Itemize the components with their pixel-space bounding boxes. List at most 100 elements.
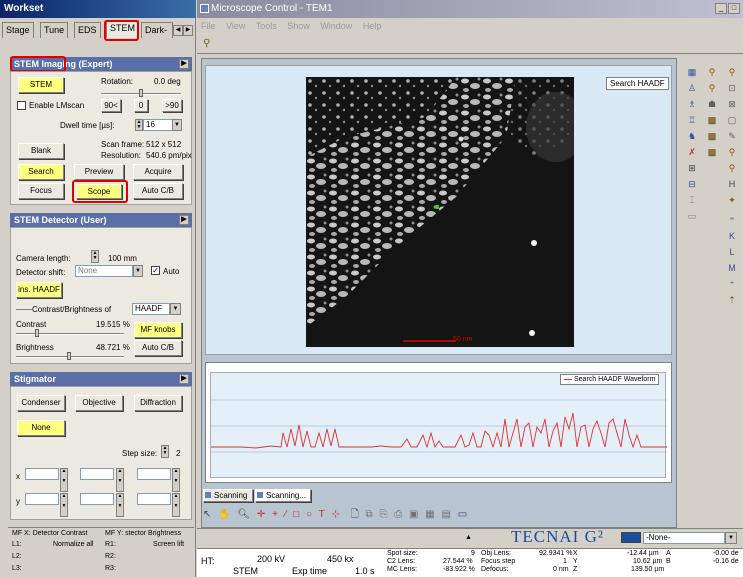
menu-window[interactable]: Window bbox=[320, 21, 353, 31]
contrast-slider[interactable] bbox=[16, 333, 124, 335]
window-icon[interactable]: ▭ bbox=[457, 509, 468, 520]
camera-length-spinner[interactable]: ▲ ▼ bbox=[91, 250, 99, 263]
stig-y-field-3[interactable] bbox=[137, 493, 171, 505]
plus-icon[interactable]: + bbox=[272, 509, 278, 520]
auto-checkbox[interactable]: ✓ bbox=[151, 266, 160, 275]
tab-eds[interactable]: EDS bbox=[74, 22, 101, 38]
tool-icon-28[interactable]: L bbox=[729, 247, 735, 257]
tab-dark-field[interactable]: Dark-Fi bbox=[141, 22, 173, 38]
hand-icon[interactable]: ✋ bbox=[218, 509, 231, 520]
none-button[interactable]: None bbox=[17, 420, 65, 436]
tool-icon-8[interactable]: ⊟ bbox=[688, 179, 696, 189]
tool-icon-15[interactable]: ▩ bbox=[707, 131, 717, 141]
auto-cb-button-detector[interactable]: Auto C/B bbox=[134, 340, 182, 356]
enable-lmscan-checkbox[interactable] bbox=[17, 101, 26, 110]
stig-x-field-2[interactable] bbox=[80, 468, 114, 480]
rotate-90-left-button[interactable]: 90< bbox=[101, 99, 121, 112]
stem-button[interactable]: STEM bbox=[18, 77, 64, 93]
stig-y-spinner-2[interactable]: ▲ ▼ bbox=[116, 493, 124, 517]
panel-menu-icon[interactable]: ▶ bbox=[179, 59, 189, 69]
new-doc-icon[interactable]: 🗋 bbox=[350, 509, 359, 520]
save-icon[interactable]: ▣ bbox=[409, 509, 419, 520]
tool-icon-11[interactable]: ⚲ bbox=[708, 67, 716, 77]
stig-x-spinner-2[interactable]: ▲ ▼ bbox=[116, 468, 124, 492]
rotate-zero-button[interactable]: 0 bbox=[134, 99, 148, 112]
tool-icon-7[interactable]: ⊞ bbox=[688, 163, 696, 173]
help-icon[interactable]: ⚲ bbox=[203, 38, 211, 49]
stig-y-field-2[interactable] bbox=[80, 493, 114, 505]
brightness-slider-thumb[interactable] bbox=[67, 352, 71, 360]
menu-file[interactable]: File bbox=[201, 21, 216, 31]
step-size-spinner[interactable]: ▲ ▼ bbox=[161, 445, 169, 458]
tool-icon-6[interactable]: ✗ bbox=[688, 147, 696, 157]
cb-of-select[interactable]: HAADF bbox=[132, 303, 170, 315]
menu-show[interactable]: Show bbox=[287, 21, 310, 31]
tool-icon-12[interactable]: ⚲ bbox=[708, 83, 716, 93]
mf-knobs-button[interactable]: MF knobs bbox=[134, 322, 182, 338]
blank-button[interactable]: Blank bbox=[18, 143, 64, 159]
acquire-button[interactable]: Acquire bbox=[133, 164, 183, 180]
panel-menu-icon[interactable]: ▶ bbox=[179, 374, 189, 384]
scanning-tab-2[interactable]: Scanning... bbox=[255, 489, 311, 502]
paste-icon[interactable]: ⎘ bbox=[379, 509, 388, 520]
print-icon[interactable]: ⎙ bbox=[394, 509, 403, 520]
minimize-icon[interactable]: _ bbox=[715, 3, 727, 14]
stig-y-field-1[interactable] bbox=[25, 493, 59, 505]
dwell-spinner[interactable]: ▲ ▼ bbox=[135, 119, 143, 131]
tool-icon-3[interactable]: ♗ bbox=[687, 99, 697, 109]
detector-shift-dropdown-icon[interactable]: ▼ bbox=[133, 265, 143, 277]
preview-button[interactable]: Preview bbox=[74, 164, 124, 180]
stig-y-spinner-1[interactable]: ▲ ▼ bbox=[60, 493, 68, 517]
stig-x-field-3[interactable] bbox=[137, 468, 171, 480]
tool-icon-26[interactable]: ⁼ bbox=[729, 215, 735, 225]
tool-icon-25[interactable]: ✦ bbox=[728, 195, 736, 205]
tool-icon-4[interactable]: ♖ bbox=[687, 115, 697, 125]
tool-icon-5[interactable]: ♞ bbox=[687, 131, 697, 141]
rotation-slider-thumb[interactable] bbox=[139, 89, 143, 97]
menu-view[interactable]: View bbox=[226, 21, 246, 31]
marker-icon[interactable]: ⊹ bbox=[331, 509, 340, 520]
tab-scroll-left[interactable]: ◀ bbox=[173, 25, 183, 36]
contrast-slider-thumb[interactable] bbox=[35, 329, 39, 337]
stig-x-field-1[interactable] bbox=[25, 468, 59, 480]
status-select[interactable]: -None- bbox=[643, 532, 725, 544]
menu-help[interactable]: Help bbox=[362, 21, 382, 31]
tool-icon-16[interactable]: ▩ bbox=[707, 147, 717, 157]
focus-button[interactable]: Focus bbox=[18, 183, 64, 199]
tool-icon-9[interactable]: ⌶ bbox=[689, 195, 695, 205]
tool-icon-20[interactable]: ▢ bbox=[727, 115, 737, 125]
tool-icon-29[interactable]: M bbox=[728, 263, 736, 273]
grid-icon[interactable]: ▦ bbox=[425, 509, 435, 520]
status-select-dropdown-icon[interactable]: ▼ bbox=[725, 532, 737, 544]
line-icon[interactable]: ⁄ bbox=[284, 509, 287, 520]
text-icon[interactable]: T bbox=[318, 509, 325, 520]
tool-icon-30[interactable]: ⁺ bbox=[729, 279, 735, 289]
diffraction-button[interactable]: Diffraction bbox=[134, 395, 182, 411]
tool-icon-18[interactable]: ⊡ bbox=[728, 83, 736, 93]
stem-image[interactable] bbox=[306, 77, 574, 347]
search-button[interactable]: Search bbox=[18, 164, 64, 180]
tool-icon-24[interactable]: H bbox=[728, 179, 736, 189]
tool-icon-10[interactable]: ▭ bbox=[687, 211, 697, 221]
tool-icon-19[interactable]: ⊠ bbox=[728, 99, 736, 109]
tool-icon-14[interactable]: ▩ bbox=[707, 115, 717, 125]
tool-icon-27[interactable]: K bbox=[728, 231, 735, 241]
tool-icon-23[interactable]: ⚲ bbox=[728, 163, 736, 173]
dwell-time-field[interactable]: 16 bbox=[143, 119, 173, 131]
tab-scroll-right[interactable]: ▶ bbox=[183, 25, 193, 36]
tool-icon-2[interactable]: ♙ bbox=[687, 83, 697, 93]
tool-icon-21[interactable]: ✎ bbox=[728, 131, 736, 141]
scope-button[interactable]: Scope bbox=[76, 184, 122, 199]
stig-x-spinner-3[interactable]: ▲ ▼ bbox=[172, 468, 180, 492]
cb-of-dropdown-icon[interactable]: ▼ bbox=[170, 303, 181, 315]
status-up-icon[interactable]: ▲ bbox=[465, 534, 472, 541]
objective-button[interactable]: Objective bbox=[75, 395, 123, 411]
ellipse-icon[interactable]: ○ bbox=[305, 509, 313, 520]
tab-stage[interactable]: Stage bbox=[2, 22, 34, 38]
tool-icon-1[interactable]: ▦ bbox=[687, 67, 697, 77]
tool-icon-22[interactable]: ⚲ bbox=[728, 147, 736, 157]
pointer-icon[interactable]: ↖ bbox=[203, 509, 212, 520]
stig-y-spinner-3[interactable]: ▲ ▼ bbox=[172, 493, 180, 517]
dwell-dropdown-icon[interactable]: ▼ bbox=[172, 119, 182, 131]
tool-icon-17[interactable]: ⚲ bbox=[728, 67, 736, 77]
